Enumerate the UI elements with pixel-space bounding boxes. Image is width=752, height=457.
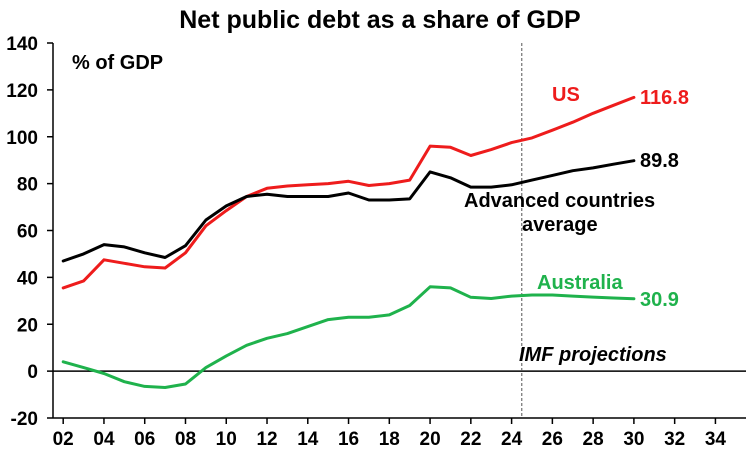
us-series-label: US (552, 84, 580, 106)
x-tick-label: 16 (338, 429, 359, 450)
x-axis: 02 04 06 08 10 12 14 16 18 20 22 24 26 28 30 32 34 (53, 418, 727, 450)
y-tick-label: 120 (6, 81, 38, 102)
x-tick-label: 08 (175, 429, 196, 450)
series-line-australia (61, 285, 636, 389)
y-tick-label: 40 (17, 268, 38, 289)
y-axis: 140 120 100 80 60 40 20 0 -20 (6, 34, 53, 430)
x-tick-label: 32 (664, 429, 685, 450)
chart-title: Net public debt as a share of GDP (179, 6, 580, 34)
x-tick-label: 02 (53, 429, 74, 450)
advanced-end-value-label: 89.8 (640, 150, 679, 172)
x-tick-label: 10 (216, 429, 237, 450)
projection-label: IMF projections (519, 344, 667, 366)
y-tick-label: 80 (17, 175, 38, 196)
x-tick-label: 34 (705, 429, 727, 450)
x-tick-label: 24 (501, 429, 523, 450)
x-tick-label: 30 (623, 429, 644, 450)
x-tick-label: 12 (256, 429, 277, 450)
y-axis-label: % of GDP (72, 52, 163, 74)
advanced-series-label-line1: Advanced countries (464, 190, 655, 212)
series-lines (61, 95, 636, 389)
series-line-us (61, 95, 636, 290)
y-tick-label: 0 (27, 362, 38, 383)
australia-end-value-label: 30.9 (640, 289, 679, 311)
y-tick-label: 20 (17, 315, 38, 336)
x-tick-label: 26 (542, 429, 563, 450)
advanced-series-label-line2: average (522, 214, 598, 236)
x-tick-label: 22 (460, 429, 481, 450)
x-tick-label: 28 (583, 429, 604, 450)
x-tick-label: 18 (379, 429, 400, 450)
y-tick-label: 100 (6, 128, 38, 149)
x-tick-label: 20 (420, 429, 441, 450)
australia-series-label: Australia (537, 272, 623, 294)
x-tick-label: 06 (134, 429, 155, 450)
series-line-advanced-countries-average (61, 159, 636, 263)
us-end-value-label: 116.8 (640, 87, 689, 109)
y-tick-label: 60 (17, 222, 38, 243)
y-tick-label: -20 (11, 409, 38, 430)
x-tick-label: 14 (297, 429, 319, 450)
x-tick-label: 04 (93, 429, 115, 450)
y-tick-label: 140 (6, 34, 38, 55)
